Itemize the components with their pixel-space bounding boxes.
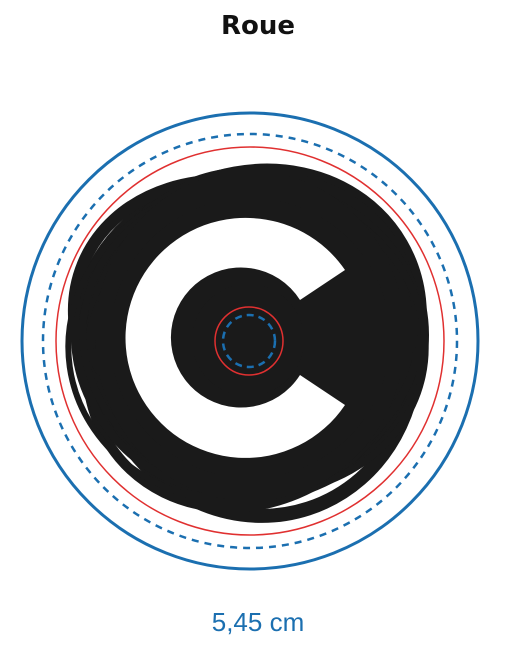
hub-red-circle bbox=[214, 306, 284, 376]
page-title: Roue bbox=[220, 11, 296, 41]
outer-cut-circle bbox=[20, 111, 480, 571]
dimension-label: 5,45 cm bbox=[211, 607, 305, 637]
outer-dashed-circle bbox=[41, 132, 459, 550]
outer-red-circle bbox=[55, 146, 445, 536]
letter-c-logo-icon bbox=[125, 217, 405, 458]
hub-disc bbox=[192, 284, 304, 396]
hub-dashed-circle bbox=[221, 313, 277, 369]
